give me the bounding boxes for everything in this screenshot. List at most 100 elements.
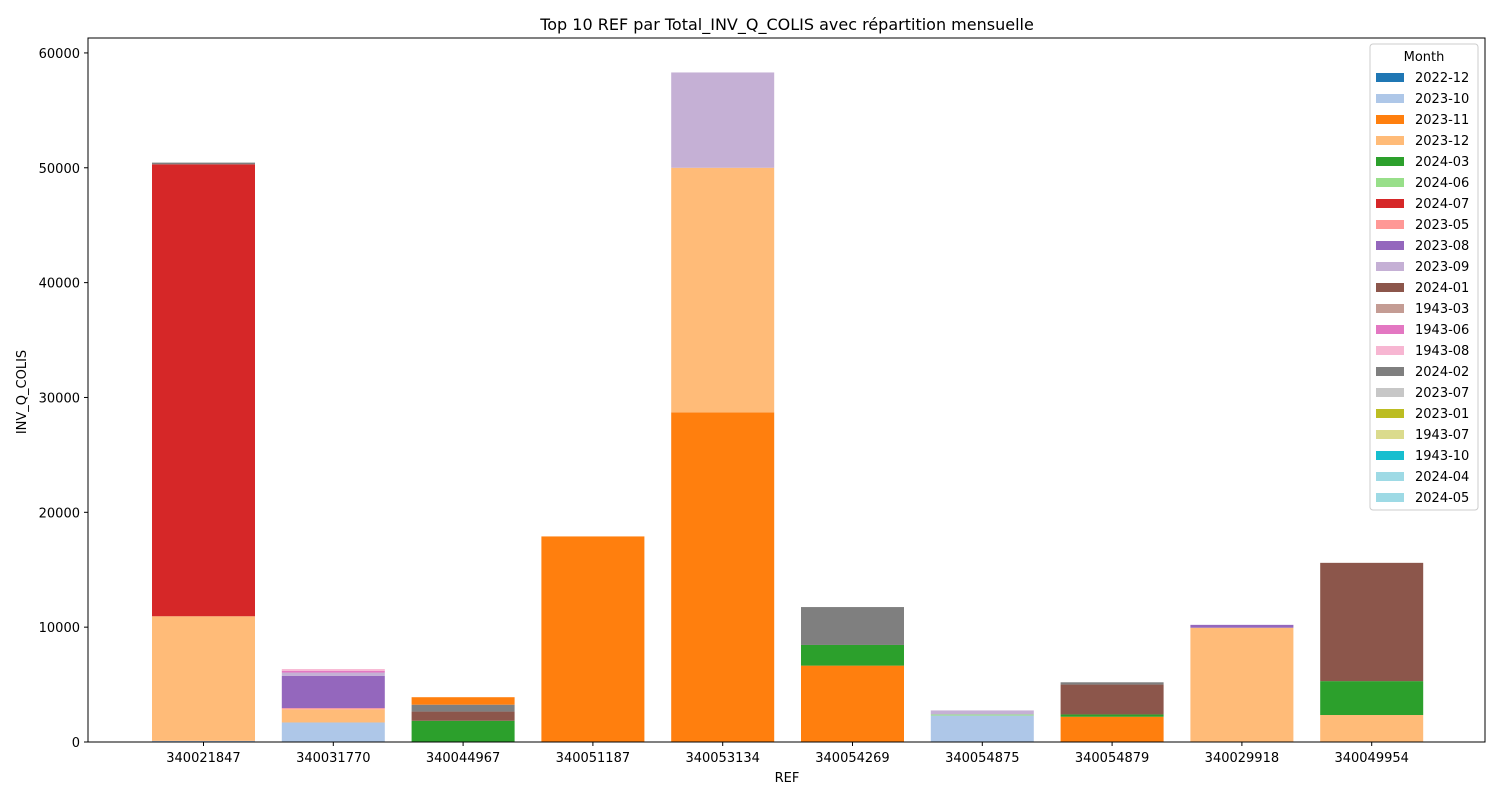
y-ticks-group: 0 10000 20000 30000 40000 50000 60000 <box>39 47 88 751</box>
bar-segment-340021847-2024-02 <box>152 162 255 165</box>
legend-swatch <box>1376 430 1404 439</box>
legend-title: Month <box>1404 50 1445 65</box>
bar-segment-340031770-2023-09 <box>281 672 385 676</box>
y-tick-label: 60000 <box>39 47 80 62</box>
legend-swatch <box>1376 283 1404 292</box>
legend-swatch <box>1376 325 1404 334</box>
legend-swatch <box>1376 493 1404 502</box>
bar-segment-340029918-2023-08 <box>1190 624 1294 628</box>
legend-swatch <box>1376 388 1404 397</box>
bar-segment-340044967-2024-01 <box>411 711 515 721</box>
bar-segment-340031770-2023-12 <box>281 709 385 723</box>
x-axis-label: REF <box>775 771 800 786</box>
legend-label: 2023-01 <box>1415 407 1469 422</box>
legend-label: 1943-03 <box>1415 302 1469 317</box>
legend: Month 2022-12 2023-10 2023-11 2023-12 2024-0… <box>1369 43 1479 511</box>
x-tick-label: 340031770 <box>296 751 370 766</box>
bars-group <box>152 72 1424 742</box>
x-tick-label: 340054269 <box>815 751 889 766</box>
legend-label: 2023-10 <box>1415 92 1469 107</box>
bar-segment-340044967-2024-02 <box>411 704 515 712</box>
bar-segment-340031770-2023-08 <box>281 675 385 709</box>
legend-swatch <box>1376 451 1404 460</box>
legend-items: 2022-12 2023-10 2023-11 2023-12 2024-03 2024-… <box>1376 71 1469 506</box>
legend-swatch <box>1376 178 1404 187</box>
legend-label: 2023-07 <box>1415 386 1469 401</box>
x-ticks-group: 340021847 340031770 340044967 340051187 3400… <box>166 742 1409 766</box>
x-tick-label: 340021847 <box>166 751 240 766</box>
y-tick-label: 50000 <box>39 162 80 177</box>
y-tick-label: 30000 <box>39 391 80 406</box>
legend-swatch <box>1376 220 1404 229</box>
legend-swatch <box>1376 262 1404 271</box>
legend-label: 2022-12 <box>1415 71 1469 86</box>
y-axis-label: INV_Q_COLIS <box>15 350 30 434</box>
x-tick-label: 340053134 <box>685 751 759 766</box>
legend-label: 2024-01 <box>1415 281 1469 296</box>
bar-segment-340031770-2023-10 <box>281 722 385 742</box>
legend-label: 2023-05 <box>1415 218 1469 233</box>
legend-label: 2024-03 <box>1415 155 1469 170</box>
bar-segment-340054879-2023-11 <box>1060 716 1164 742</box>
y-tick-label: 40000 <box>39 277 80 292</box>
bar-segment-340031770-2023-05 <box>281 708 385 710</box>
y-tick-label: 0 <box>72 736 80 751</box>
y-tick-label: 20000 <box>39 506 80 521</box>
legend-swatch <box>1376 94 1404 103</box>
bar-segment-340053134-2023-12 <box>671 167 775 413</box>
legend-swatch <box>1376 304 1404 313</box>
legend-swatch <box>1376 157 1404 166</box>
legend-label: 2024-05 <box>1415 491 1469 506</box>
bar-segment-340054879-2024-01 <box>1060 684 1164 715</box>
x-tick-label: 340044967 <box>426 751 500 766</box>
legend-swatch <box>1376 73 1404 82</box>
bar-segment-340054879-2024-02 <box>1060 682 1164 685</box>
legend-label: 1943-07 <box>1415 428 1469 443</box>
legend-label: 2023-09 <box>1415 260 1469 275</box>
bar-segment-340031770-1943-08 <box>281 669 385 671</box>
legend-label: 2024-02 <box>1415 365 1469 380</box>
legend-label: 2023-12 <box>1415 134 1469 149</box>
bar-segment-340049954-2024-01 <box>1320 562 1424 682</box>
bar-segment-340054269-2024-03 <box>801 644 904 666</box>
bar-segment-340054875-2023-10 <box>930 715 1034 742</box>
legend-label: 2023-08 <box>1415 239 1469 254</box>
bar-segment-340044967-2024-03 <box>411 720 515 742</box>
bar-segment-340029918-2023-12 <box>1190 627 1294 742</box>
legend-swatch <box>1376 367 1404 376</box>
legend-label: 2024-07 <box>1415 197 1469 212</box>
legend-label: 1943-08 <box>1415 344 1469 359</box>
bar-segment-340054879-2024-03 <box>1060 714 1164 717</box>
bar-segment-340051187-2023-11 <box>541 536 645 742</box>
chart-title: Top 10 REF par Total_INV_Q_COLIS avec ré… <box>539 15 1034 35</box>
x-tick-label: 340054879 <box>1075 751 1149 766</box>
bar-segment-340049954-2024-03 <box>1320 681 1424 716</box>
bar-segment-340054269-2024-02 <box>801 607 904 645</box>
bar-segment-340049954-2023-12 <box>1320 715 1424 742</box>
bar-segment-340054875-2023-09 <box>930 710 1034 715</box>
x-tick-label: 340054875 <box>945 751 1019 766</box>
legend-label: 2023-11 <box>1415 113 1469 128</box>
bar-segment-340031770-1943-06 <box>281 670 385 673</box>
bar-segment-340054875-2024-06 <box>930 714 1034 716</box>
legend-label: 1943-06 <box>1415 323 1469 338</box>
legend-swatch <box>1376 136 1404 145</box>
x-tick-label: 340049954 <box>1334 751 1408 766</box>
legend-label: 1943-10 <box>1415 449 1469 464</box>
legend-label: 2024-06 <box>1415 176 1469 191</box>
bar-segment-340021847-2024-07 <box>152 164 255 617</box>
bar-segment-340021847-2023-12 <box>152 616 255 741</box>
plot-frame <box>87 37 1486 743</box>
legend-swatch <box>1376 199 1404 208</box>
legend-swatch <box>1376 346 1404 355</box>
legend-swatch <box>1376 409 1404 418</box>
legend-swatch <box>1376 241 1404 250</box>
bar-segment-340021847-2023-10 <box>152 740 255 742</box>
x-tick-label: 340051187 <box>556 751 630 766</box>
legend-swatch <box>1376 472 1404 481</box>
y-tick-label: 10000 <box>39 621 80 636</box>
bar-segment-340053134-2023-09 <box>671 72 775 168</box>
bar-segment-340053134-2023-11 <box>671 412 775 742</box>
bar-segment-340054269-2023-11 <box>801 665 904 742</box>
